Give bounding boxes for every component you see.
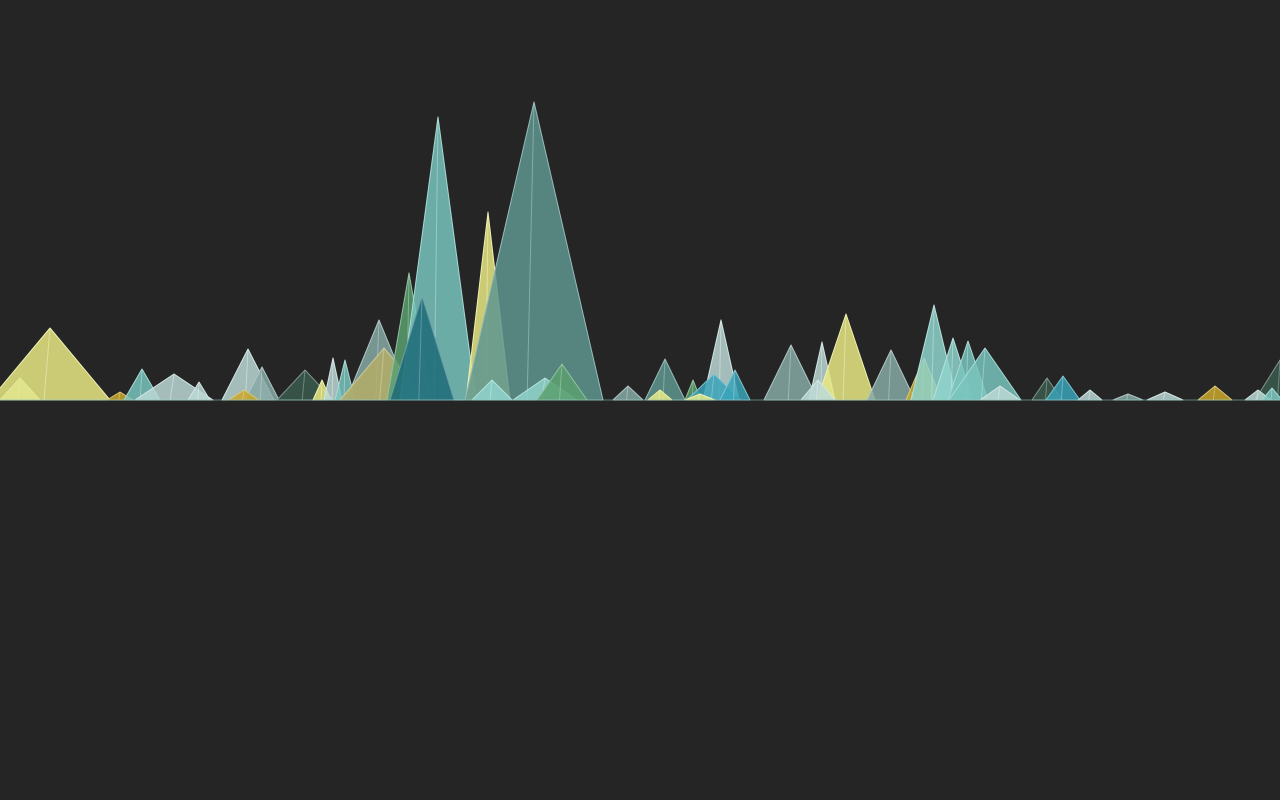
peak-ridge-30 bbox=[733, 369, 736, 401]
peak-ridge-3 bbox=[118, 391, 121, 401]
peak-ridge-15 bbox=[379, 347, 385, 401]
peak-ridge-44 bbox=[1060, 375, 1064, 401]
peak-ridge-31 bbox=[698, 393, 701, 401]
peak-ridge-49 bbox=[1256, 389, 1259, 401]
peak-ridge-21 bbox=[489, 379, 493, 401]
peak-ridge-12 bbox=[331, 357, 334, 401]
peak-ridge-11 bbox=[320, 379, 323, 401]
peak-ridge-46 bbox=[1126, 393, 1129, 401]
peak-ridge-36 bbox=[888, 349, 892, 401]
peak-ridge-6 bbox=[197, 381, 200, 401]
peak-ridge-48 bbox=[1212, 385, 1216, 401]
peak-ridge-32 bbox=[787, 344, 792, 401]
peak-ridge-35 bbox=[815, 379, 819, 401]
peak-ridge-29 bbox=[710, 373, 715, 401]
peak-ridge-43 bbox=[1045, 377, 1048, 401]
peak-ridge-10 bbox=[301, 369, 306, 401]
peak-ridge-45 bbox=[1088, 389, 1091, 401]
peak-ridge-8 bbox=[259, 366, 263, 401]
peak-ridge-50 bbox=[1270, 387, 1273, 401]
peak-ridge-41 bbox=[980, 347, 986, 401]
peak-ridge-38 bbox=[931, 304, 935, 401]
peak-ridge-47 bbox=[1162, 391, 1166, 401]
peak-group bbox=[0, 101, 1280, 401]
peak-ridge-2 bbox=[43, 327, 51, 401]
peak-ridge-34 bbox=[842, 313, 847, 401]
peak-ridge-4 bbox=[139, 368, 143, 401]
peak-ridge-9 bbox=[242, 389, 245, 401]
peak-ridge-13 bbox=[343, 359, 346, 401]
peak-ridge-20 bbox=[526, 101, 535, 401]
peak-ridge-24 bbox=[626, 385, 629, 401]
peak-ridge-23 bbox=[559, 363, 563, 401]
peak-ridge-42 bbox=[997, 385, 1001, 401]
peak-ridge-18 bbox=[418, 295, 423, 401]
peak-ridge-5 bbox=[169, 373, 175, 401]
peak-ridge-26 bbox=[658, 389, 661, 401]
